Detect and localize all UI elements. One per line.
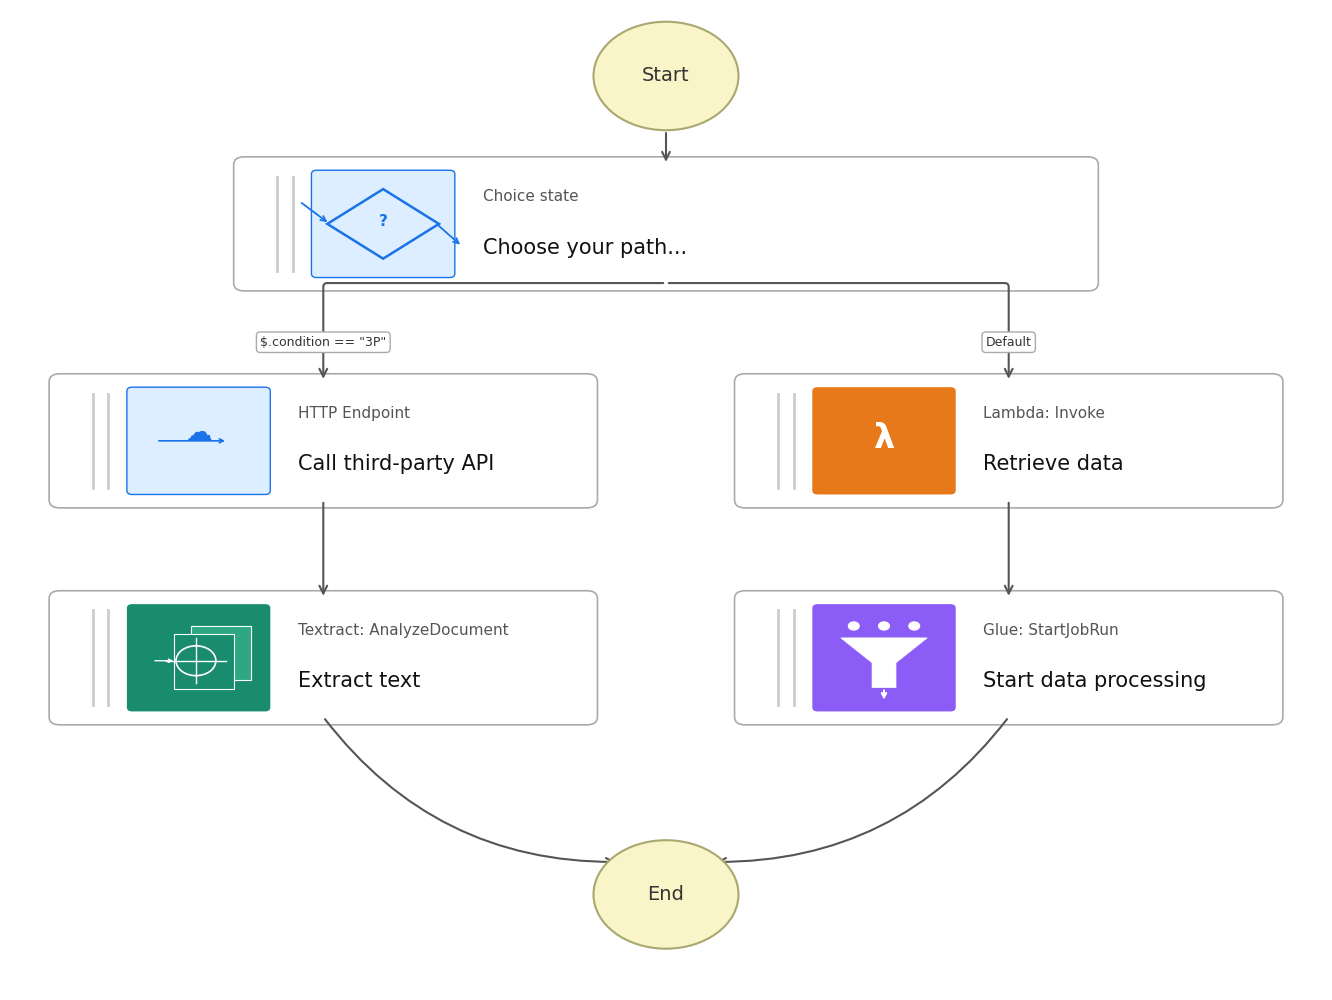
FancyBboxPatch shape xyxy=(734,591,1283,725)
Text: Retrieve data: Retrieve data xyxy=(983,454,1124,475)
Text: Start: Start xyxy=(642,66,690,85)
Text: $.condition == "3P": $.condition == "3P" xyxy=(260,336,386,349)
Text: HTTP Endpoint: HTTP Endpoint xyxy=(298,406,410,421)
Text: Call third-party API: Call third-party API xyxy=(298,454,494,475)
FancyBboxPatch shape xyxy=(734,374,1283,508)
FancyBboxPatch shape xyxy=(127,604,270,711)
FancyBboxPatch shape xyxy=(813,387,956,494)
Text: Choice state: Choice state xyxy=(482,189,578,204)
Text: λ: λ xyxy=(874,422,895,455)
Text: API: API xyxy=(193,434,206,440)
Circle shape xyxy=(908,622,919,630)
Text: Textract: AnalyzeDocument: Textract: AnalyzeDocument xyxy=(298,623,509,638)
FancyBboxPatch shape xyxy=(49,374,598,508)
Circle shape xyxy=(594,22,738,130)
Text: End: End xyxy=(647,885,685,904)
Text: Start data processing: Start data processing xyxy=(983,671,1207,691)
Text: Lambda: Invoke: Lambda: Invoke xyxy=(983,406,1106,421)
Circle shape xyxy=(594,840,738,949)
FancyBboxPatch shape xyxy=(192,626,250,680)
FancyBboxPatch shape xyxy=(233,157,1099,291)
Circle shape xyxy=(848,622,859,630)
FancyBboxPatch shape xyxy=(127,387,270,494)
Text: Glue: StartJobRun: Glue: StartJobRun xyxy=(983,623,1119,638)
Polygon shape xyxy=(840,638,927,688)
FancyBboxPatch shape xyxy=(174,634,234,689)
FancyBboxPatch shape xyxy=(312,170,454,278)
Circle shape xyxy=(879,622,890,630)
FancyBboxPatch shape xyxy=(813,604,956,711)
Text: Extract text: Extract text xyxy=(298,671,421,691)
Text: ☁: ☁ xyxy=(185,419,213,447)
FancyBboxPatch shape xyxy=(49,591,598,725)
Text: Choose your path...: Choose your path... xyxy=(482,238,686,258)
Text: ?: ? xyxy=(378,214,388,229)
Text: Default: Default xyxy=(986,336,1032,349)
